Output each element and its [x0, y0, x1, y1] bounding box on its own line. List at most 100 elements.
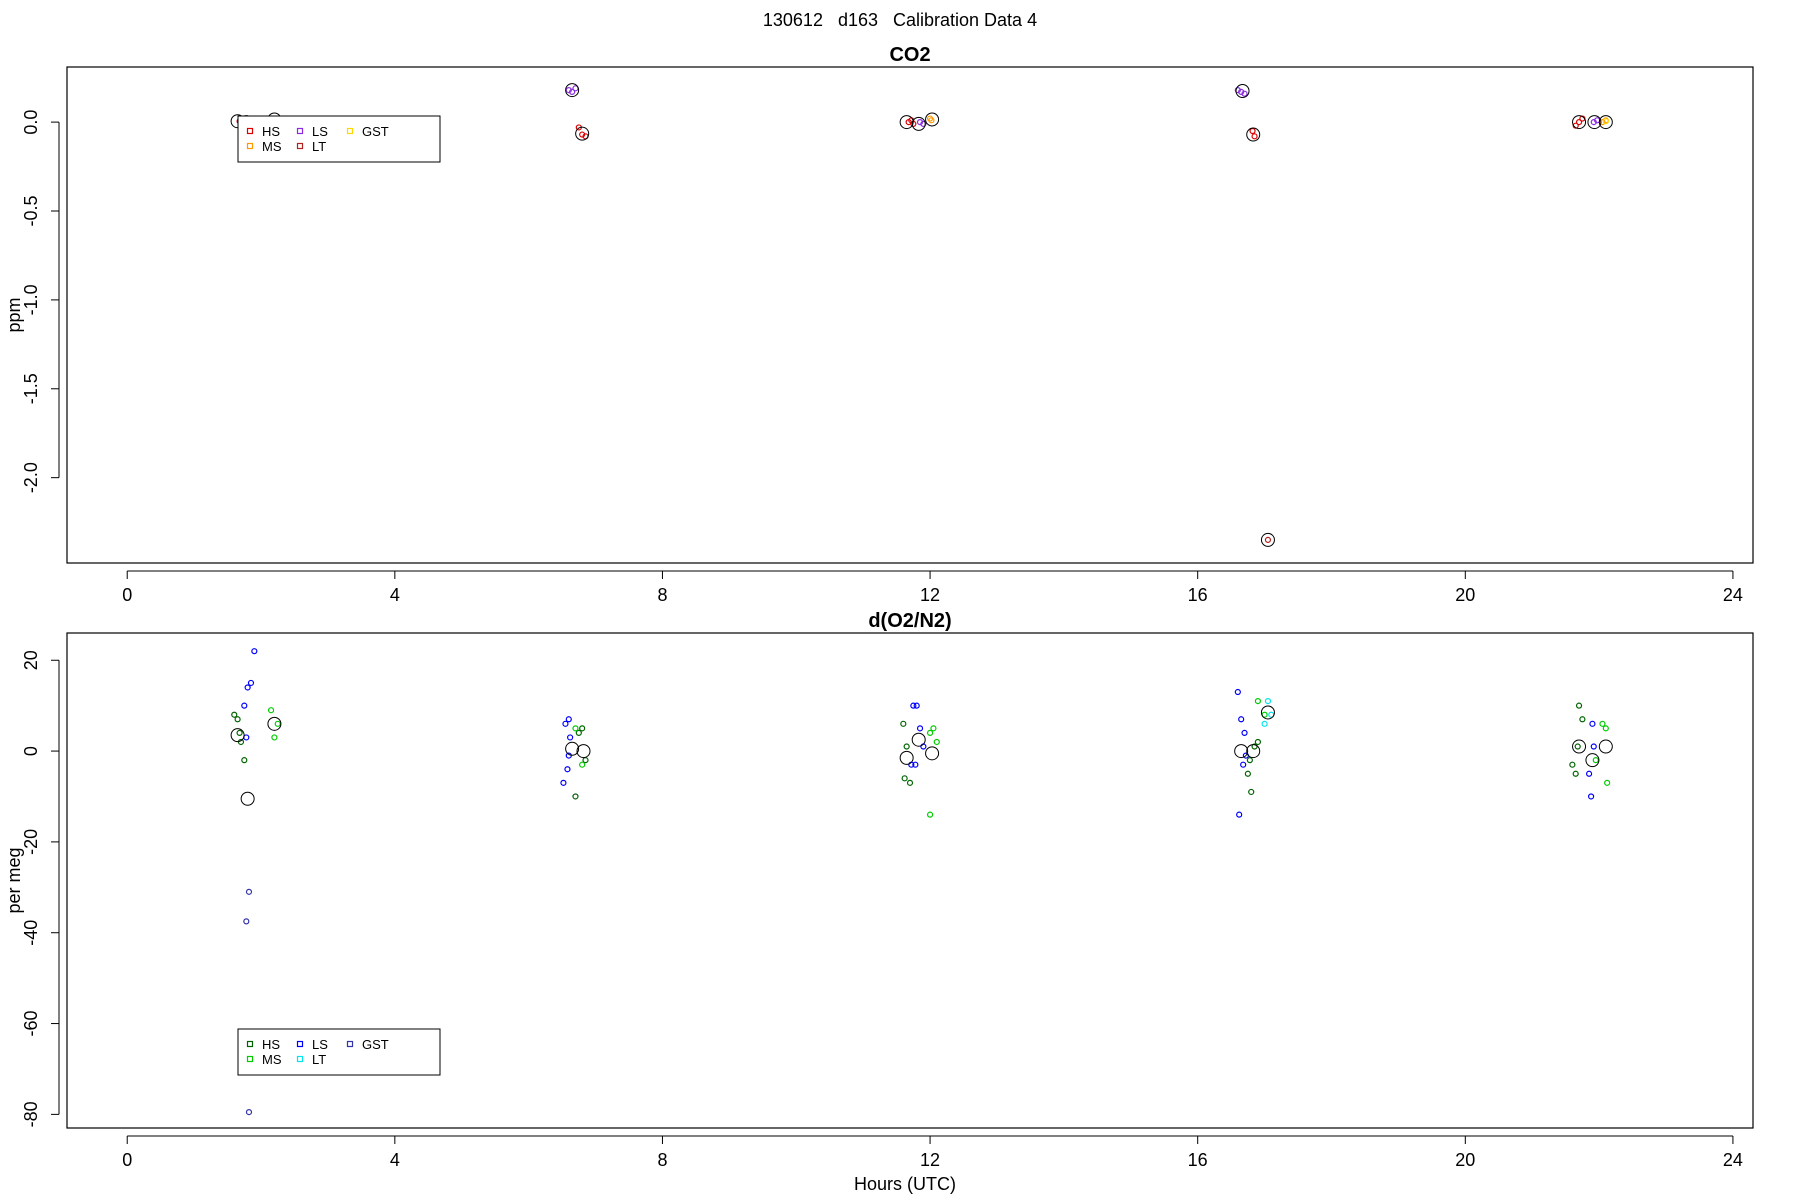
legend-swatch	[246, 127, 254, 135]
data-point-hs	[1572, 770, 1579, 777]
x-tick-label: 20	[1455, 1150, 1475, 1170]
x-tick-label: 12	[920, 1150, 940, 1170]
data-point-gst	[243, 918, 250, 925]
data-point-gst	[1602, 118, 1609, 125]
panel-title: d(O2/N2)	[868, 610, 951, 632]
data-point-ms	[1254, 698, 1262, 705]
mean-marker	[1246, 127, 1261, 142]
data-point-ms	[1602, 725, 1609, 732]
data-point-hs	[582, 757, 589, 764]
data-point-ms	[579, 761, 586, 768]
legend-swatch	[346, 127, 354, 135]
plot-frame	[66, 66, 1754, 564]
mean-marker	[267, 716, 282, 731]
data-point-hs	[1575, 702, 1583, 709]
data-point-gst	[245, 1109, 253, 1116]
data-point-ms	[572, 725, 579, 732]
data-point-hs	[579, 725, 586, 732]
mean-marker	[911, 732, 926, 747]
mean-marker	[925, 746, 940, 761]
data-point-ms	[1599, 720, 1606, 727]
mean-marker	[1246, 744, 1261, 759]
y-tick-label: -1.5	[21, 373, 41, 404]
data-point-ls	[1240, 761, 1247, 768]
data-point-ls	[560, 779, 567, 786]
data-point-hs	[900, 720, 907, 727]
data-point-hs	[572, 793, 579, 800]
data-point-ls	[241, 702, 248, 709]
y-tick-label: 0.0	[21, 110, 41, 135]
legend-label: LS	[312, 1037, 328, 1052]
y-tick-label: -40	[21, 920, 41, 946]
y-tick-label: -1.0	[21, 284, 41, 315]
data-point-gst	[245, 888, 253, 895]
data-point-hs	[1574, 743, 1581, 750]
legend-label: LT	[312, 1052, 326, 1067]
legend-label: LS	[312, 124, 328, 139]
mean-marker	[1598, 115, 1613, 130]
legend-swatch	[246, 142, 254, 150]
legend-swatch	[296, 1055, 304, 1063]
y-tick-label: -60	[21, 1011, 41, 1037]
data-point-ls	[920, 120, 927, 127]
y-tick-label: 0	[21, 746, 41, 756]
data-point-ms	[926, 811, 934, 818]
data-point-ls	[912, 761, 919, 768]
data-point-ls	[910, 702, 917, 709]
data-point-lt	[1264, 536, 1272, 543]
panel-title: CO2	[889, 44, 930, 66]
data-point-ms	[930, 725, 937, 732]
x-tick-label: 8	[657, 585, 667, 605]
panel-1: CO2 0 4 8 12 16 20 24 0.0 -0.5 -1.0 -1.5 -2.0 ppm HSMS…	[4, 44, 1754, 605]
legend-label: MS	[262, 1052, 282, 1067]
data-point-hs	[1575, 119, 1583, 126]
mean-marker	[1234, 744, 1249, 759]
y-tick-label: -80	[21, 1101, 41, 1127]
data-point-hs	[1246, 757, 1253, 764]
x-tick-label: 8	[657, 1150, 667, 1170]
data-point-ls	[251, 648, 258, 655]
legend-swatch	[246, 1055, 254, 1063]
x-tick-label: 16	[1188, 1150, 1208, 1170]
data-point-ls	[1587, 793, 1595, 800]
data-point-ms	[271, 734, 278, 741]
mean-marker	[1572, 115, 1587, 130]
x-tick-label: 20	[1455, 585, 1475, 605]
data-point-hs	[234, 716, 241, 723]
data-point-hs	[236, 729, 243, 737]
x-tick-label: 24	[1723, 585, 1743, 605]
data-point-hs	[231, 711, 238, 718]
data-point-ls	[569, 88, 576, 95]
mean-marker	[925, 112, 940, 127]
mean-marker	[1260, 532, 1275, 547]
data-point-ls	[916, 725, 924, 732]
data-point-lt	[1261, 720, 1268, 727]
mean-marker	[911, 116, 926, 131]
data-point-hs	[1251, 133, 1258, 140]
data-point-ls	[1238, 716, 1245, 723]
data-point-ls	[567, 734, 574, 741]
x-tick-label: 0	[122, 585, 132, 605]
legend-box	[237, 115, 441, 163]
y-tick-label: 20	[21, 650, 41, 670]
data-point-ls	[562, 720, 569, 727]
mean-marker	[899, 115, 914, 130]
data-point-ms	[1592, 757, 1599, 764]
plot-frame	[66, 632, 1754, 1129]
figure-title: 130612 d163 Calibration Data 4	[762, 10, 1038, 30]
y-tick-label: -2.0	[21, 462, 41, 493]
data-point-ms	[267, 707, 275, 714]
legend-label: HS	[262, 1037, 280, 1052]
data-point-hs	[1249, 127, 1256, 135]
legend-label: GST	[362, 124, 389, 139]
x-tick-label: 4	[390, 1150, 400, 1170]
data-point-ls	[1590, 743, 1597, 750]
data-point-ms	[1604, 779, 1611, 786]
mean-marker	[1587, 115, 1602, 130]
legend-swatch	[296, 127, 304, 135]
mean-marker	[576, 744, 591, 759]
data-point-ls	[913, 702, 920, 709]
data-point-ls	[244, 684, 251, 691]
